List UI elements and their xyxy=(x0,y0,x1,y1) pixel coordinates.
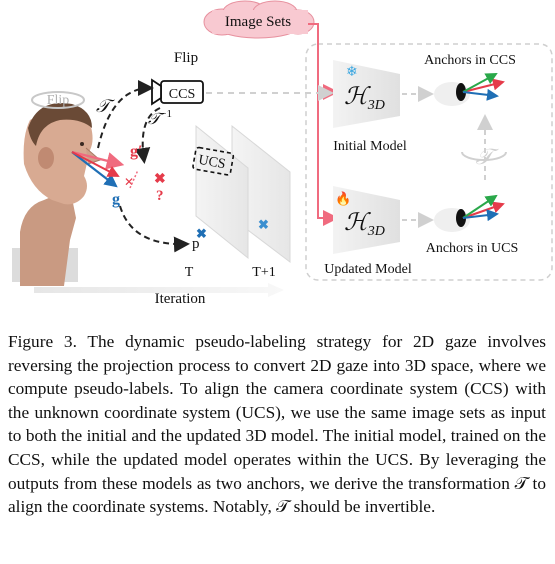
figure-diagram: Image Sets Flip CCS ❄ ℋ3D Initial Model … xyxy=(12,0,553,307)
inverse-transform-arrow xyxy=(134,107,161,164)
updated-model-block xyxy=(333,186,400,254)
transform-symbol: 𝒯 xyxy=(96,96,115,116)
ucs-camera-icon xyxy=(192,146,235,176)
small-red-cross: ✕ xyxy=(124,175,134,189)
initial-model-block xyxy=(333,60,400,128)
dotted-up-line xyxy=(129,169,139,189)
anchor-ucs-head xyxy=(434,194,505,232)
figure-caption: Figure 3. The dynamic pseudo-labeling st… xyxy=(8,332,546,517)
gaze-g-arrow xyxy=(71,151,118,188)
g-prime-label: g′ xyxy=(130,143,143,160)
gaze-g-prime-arrow xyxy=(71,150,125,170)
g-label: g xyxy=(112,191,120,208)
snowflake-icon: ❄ xyxy=(346,65,358,80)
anchors-ucs-label: Anchors in UCS xyxy=(426,241,519,256)
question-mark: ? xyxy=(156,188,164,204)
red-cross-marker: ✖ xyxy=(154,172,166,187)
ucs-label: UCS xyxy=(197,153,226,173)
image-sets-cloud xyxy=(203,0,315,39)
initial-h3d: ℋ3D xyxy=(344,84,385,113)
transform-rotate-icon xyxy=(461,151,507,161)
p-label: p xyxy=(192,236,200,252)
anchors-ccs-label: Anchors in CCS xyxy=(424,53,516,68)
plane-t xyxy=(195,124,249,260)
anchor-ccs-head xyxy=(434,73,505,106)
iteration-axis xyxy=(34,283,284,297)
updated-h3d: ℋ3D xyxy=(344,210,385,239)
blue-cross-marker-t1: ✖ xyxy=(258,217,269,232)
flip-label: Flip xyxy=(174,50,198,66)
camera-icon xyxy=(151,78,204,106)
cloud-to-updated-arrow xyxy=(317,92,339,226)
transform-arc-arrow xyxy=(97,80,154,149)
image-sets-label: Image Sets xyxy=(225,14,291,30)
inverse-transform-label: 𝒯−1 xyxy=(148,108,172,128)
gaze-red-arrow xyxy=(71,151,120,177)
model-panel xyxy=(305,43,553,281)
t-label: T xyxy=(185,265,194,280)
projection-arc-arrow xyxy=(119,205,190,253)
blue-cross-marker: ✖ xyxy=(196,226,207,241)
flip-rotate-arrow xyxy=(31,91,85,109)
updated-model-label: Updated Model xyxy=(324,262,412,277)
anchor-transform-symbol: 𝒯 xyxy=(476,144,500,169)
iteration-label: Iteration xyxy=(155,291,206,307)
cloud-to-initial-arrow xyxy=(308,23,339,100)
ccs-label: CCS xyxy=(169,87,195,102)
t1-label: T+1 xyxy=(252,265,275,280)
fire-icon: 🔥 xyxy=(335,191,351,206)
person-head-illustration xyxy=(12,103,101,286)
initial-model-label: Initial Model xyxy=(333,139,407,154)
flip-rotate-label: Flip xyxy=(47,93,70,108)
